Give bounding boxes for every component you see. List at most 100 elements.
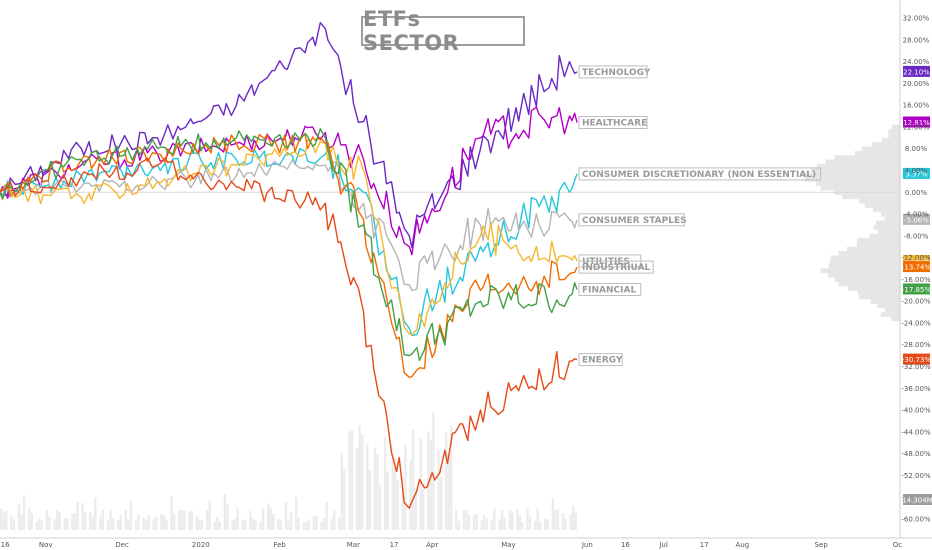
- volume-bar: [427, 431, 430, 530]
- volume-bar: [322, 517, 326, 530]
- volume-bar: [480, 520, 483, 530]
- profile-bar: [878, 229, 900, 235]
- end-tag-bg: [903, 116, 930, 128]
- volume-bar: [333, 509, 336, 530]
- profile-bar: [888, 129, 900, 134]
- volume-bar: [569, 514, 572, 530]
- volume-bar: [528, 515, 532, 530]
- series-line: [0, 128, 578, 361]
- profile-bar: [820, 268, 900, 274]
- volume-bar: [340, 452, 344, 530]
- profile-bar: [885, 307, 900, 313]
- volume-bar: [561, 513, 565, 530]
- volume-bar: [40, 520, 44, 530]
- series-end-tag: 22.10%: [903, 65, 930, 77]
- x-tick-label: Oc: [893, 541, 903, 549]
- y-tick-label: -24.00%: [901, 319, 931, 327]
- series-energy: ENERGY -30.73%: [0, 157, 931, 509]
- profile-bar: [842, 194, 900, 200]
- series-label: FINANCIAL: [582, 285, 636, 295]
- volume-bar: [338, 517, 341, 530]
- y-tick-label: -28.00%: [901, 341, 931, 349]
- volume-bar: [53, 519, 56, 530]
- end-tag-value: 3.37%: [905, 170, 928, 178]
- volume-bar: [564, 518, 567, 530]
- end-tag-value: -17.85%: [902, 286, 932, 294]
- y-tick-label: -12.00%: [901, 254, 931, 262]
- volume-bar: [109, 509, 112, 530]
- volume-bar: [144, 520, 148, 530]
- volume-marker-bg: [903, 494, 932, 505]
- profile-bar: [888, 133, 900, 139]
- volume-bar: [483, 515, 486, 530]
- profile-bar: [834, 155, 900, 160]
- volume-bar: [261, 508, 265, 530]
- volume-bar: [71, 513, 74, 530]
- x-tick-label: Feb: [273, 541, 286, 549]
- volume-bar: [147, 514, 150, 530]
- volume-bar: [279, 519, 283, 530]
- volume-bar: [305, 521, 308, 530]
- profile-bar: [825, 159, 900, 165]
- x-tick-label: 17: [390, 541, 399, 549]
- volume-bar: [259, 521, 262, 530]
- y-tick-label: -40.00%: [901, 407, 931, 415]
- volume-bar: [170, 495, 173, 530]
- volume-bar: [383, 436, 387, 530]
- volume-bar: [518, 515, 522, 530]
- series-financial: FINANCIAL -17.85%: [0, 128, 932, 361]
- y-tick-label: 20.00%: [903, 80, 930, 88]
- series-line: [0, 159, 578, 292]
- volume-bar: [526, 508, 529, 530]
- profile-bar: [873, 224, 900, 230]
- volume-profile: [802, 124, 900, 322]
- volume-bar: [12, 518, 16, 530]
- volume-bar: [254, 520, 257, 530]
- profile-bar: [858, 198, 900, 204]
- volume-bar: [152, 519, 155, 530]
- volume-bar: [343, 468, 346, 530]
- end-tag-value: 22.10%: [903, 68, 930, 76]
- series-label-box: [578, 65, 648, 79]
- volume-bar: [20, 514, 23, 530]
- volume-bar: [195, 515, 199, 530]
- volume-bar: [101, 509, 105, 530]
- series-label: INDUSTRIUAL: [582, 263, 651, 273]
- volume-bar: [358, 425, 361, 530]
- volume-bar: [366, 444, 369, 530]
- volume-bar: [503, 517, 506, 530]
- volume-bar: [116, 519, 120, 530]
- y-tick-label: -20.00%: [901, 298, 931, 306]
- volume-bar: [22, 495, 26, 530]
- series-consumer-staples: CONSUMER STAPLES -5.06%: [0, 159, 930, 292]
- volume-bar: [266, 503, 270, 530]
- y-tick-label: 12.00%: [903, 123, 930, 131]
- profile-bar: [828, 272, 900, 278]
- volume-bar: [160, 514, 163, 530]
- volume-marker: 14.304M: [902, 494, 932, 505]
- volume-bar: [27, 508, 31, 530]
- volume-bar: [35, 521, 38, 530]
- volume-bar: [533, 521, 537, 530]
- series-line: [0, 147, 578, 337]
- volume-bar: [320, 521, 323, 530]
- end-tag-bg: [903, 283, 930, 295]
- volume-bar: [536, 508, 539, 530]
- volume-bar: [172, 513, 176, 530]
- profile-bar: [864, 203, 900, 208]
- profile-bar: [846, 246, 900, 252]
- volume-bar: [396, 480, 400, 530]
- volume-bar: [17, 503, 21, 530]
- volume-bar: [521, 521, 524, 530]
- y-tick-label: -16.00%: [901, 276, 931, 284]
- volume-bar: [284, 502, 288, 530]
- volume-bar: [66, 518, 69, 530]
- volume-bar: [63, 518, 66, 530]
- y-tick-label: -60.00%: [901, 516, 931, 524]
- volume-bar: [404, 445, 407, 530]
- volume-bar: [401, 476, 405, 530]
- volume-bar: [88, 512, 92, 530]
- series-line: [0, 157, 578, 509]
- volume-bar: [414, 487, 417, 530]
- volume-bar: [55, 510, 59, 530]
